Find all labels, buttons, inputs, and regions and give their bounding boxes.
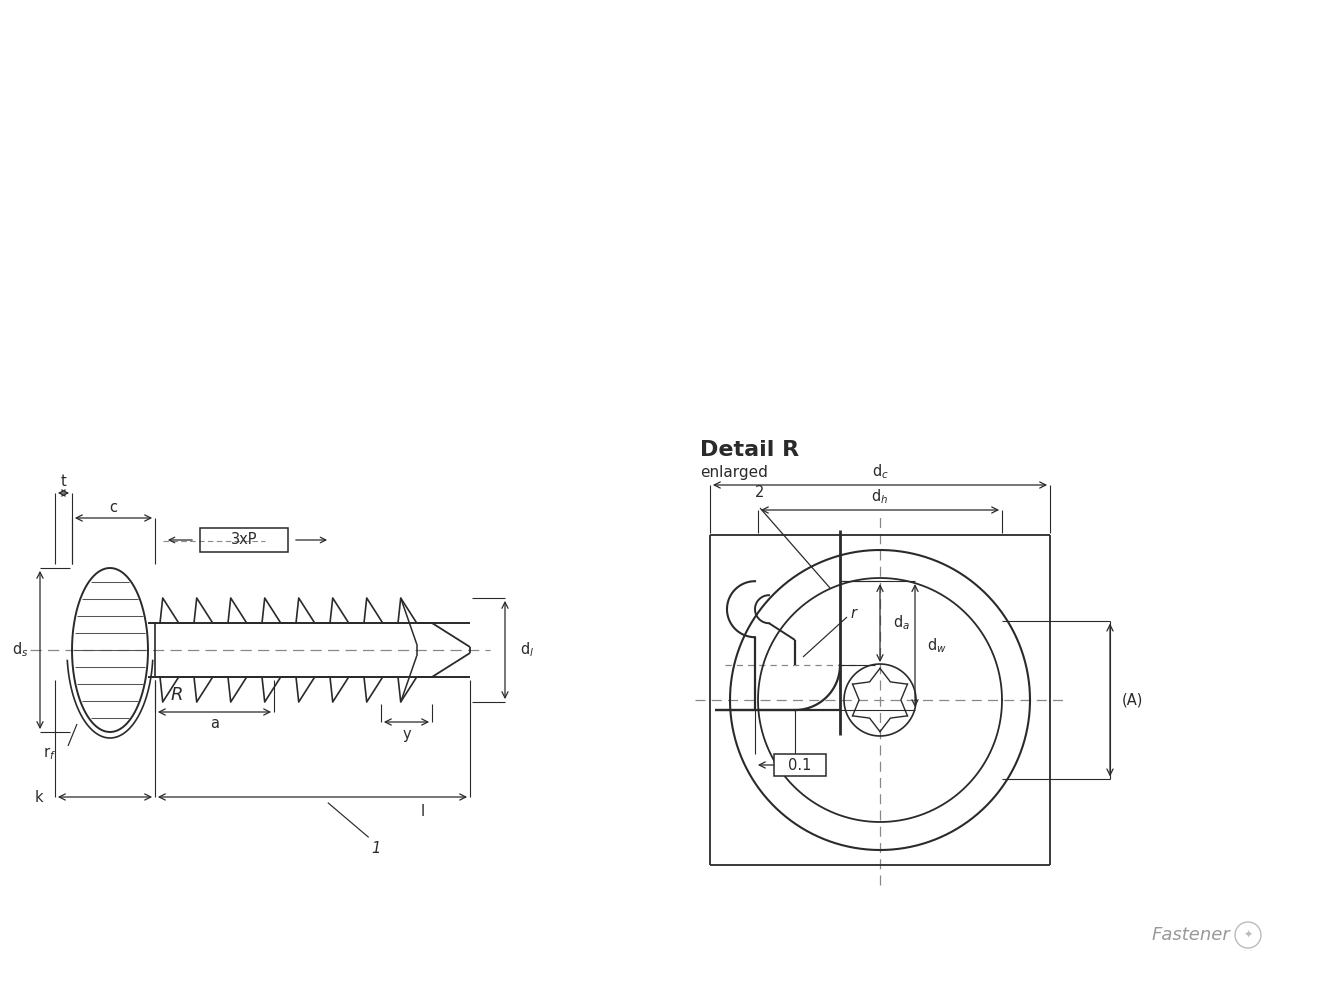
Text: k: k: [34, 789, 43, 805]
Text: a: a: [210, 717, 219, 732]
Text: t: t: [61, 474, 66, 489]
Text: ✦: ✦: [1243, 930, 1252, 940]
Text: d$_c$: d$_c$: [871, 462, 888, 481]
Text: 2: 2: [755, 485, 764, 500]
Text: d$_l$: d$_l$: [519, 641, 534, 659]
Text: 0.1: 0.1: [788, 757, 812, 772]
Text: l: l: [420, 804, 424, 819]
Text: Fastener: Fastener: [1151, 926, 1230, 944]
Text: c: c: [109, 500, 117, 515]
Text: y: y: [402, 727, 411, 742]
Text: r: r: [850, 607, 855, 622]
Text: R: R: [171, 686, 183, 704]
Bar: [200, 528, 289, 552]
Text: d$_a$: d$_a$: [894, 614, 911, 633]
Text: enlarged: enlarged: [700, 465, 768, 480]
Bar: [774, 754, 826, 776]
Text: 3xP: 3xP: [231, 533, 257, 547]
Text: d$_h$: d$_h$: [871, 488, 888, 506]
Text: (A): (A): [1122, 692, 1143, 708]
Text: r$_f$: r$_f$: [43, 745, 57, 762]
Text: d$_w$: d$_w$: [927, 637, 946, 655]
Text: 1: 1: [372, 841, 381, 856]
Text: Detail R: Detail R: [700, 440, 799, 460]
Text: d$_s$: d$_s$: [12, 641, 28, 659]
